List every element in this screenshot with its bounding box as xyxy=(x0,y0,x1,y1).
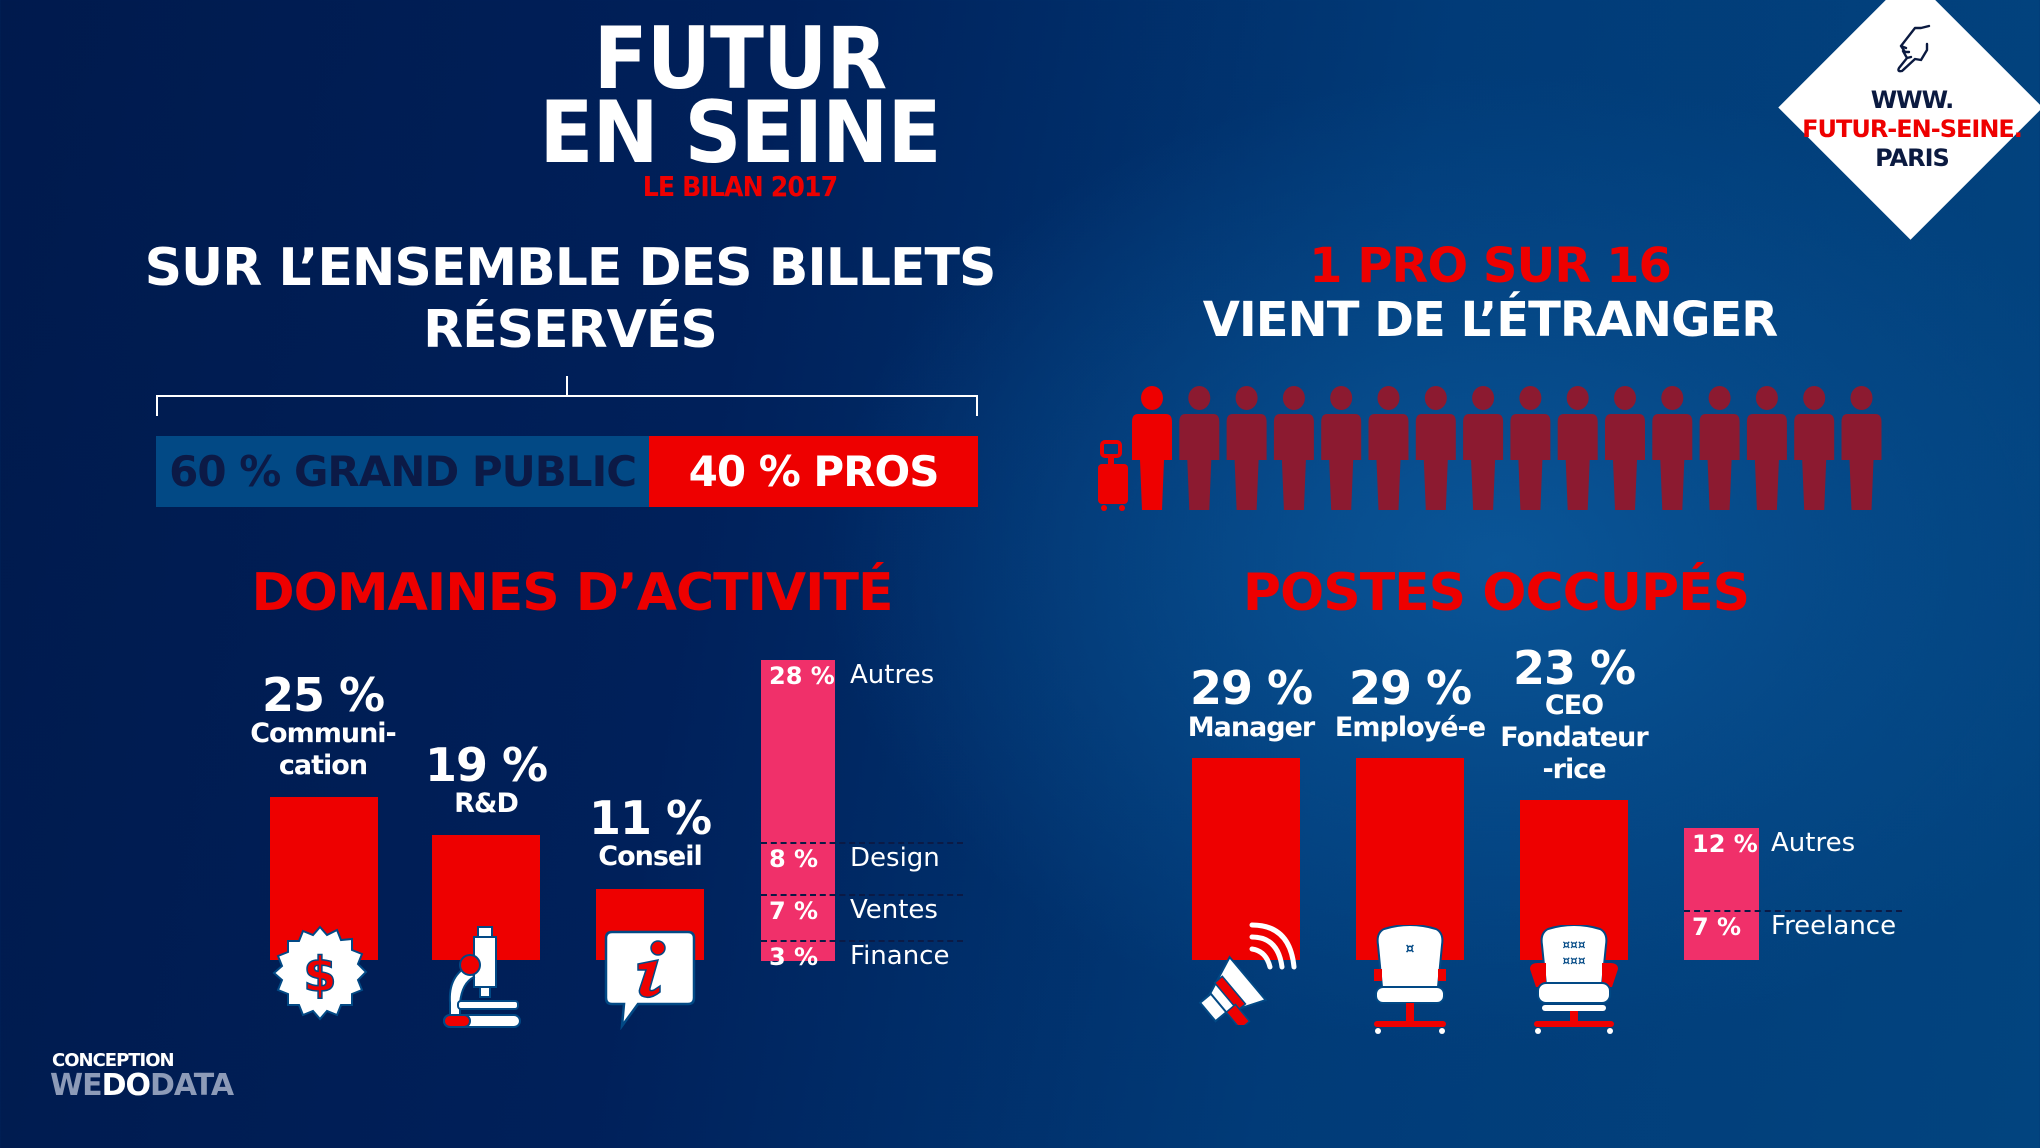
bar-label-line: Conseil xyxy=(598,841,702,872)
bar-label: R&D xyxy=(386,788,586,820)
dollar-badge-icon: $ xyxy=(272,925,368,1021)
suitcase-icon xyxy=(1098,440,1128,511)
stack-pct: 7 % xyxy=(769,897,819,925)
logo-part-data: DATA xyxy=(150,1068,234,1103)
url-line-1: WWW. xyxy=(1870,86,1955,114)
credits-label: CONCEPTION xyxy=(52,1050,175,1071)
stack-label: Ventes xyxy=(850,895,938,925)
stack-pct: 3 % xyxy=(769,943,819,971)
megaphone-icon xyxy=(1190,915,1300,1025)
stack-divider xyxy=(1684,910,1902,912)
stack-divider xyxy=(761,842,963,844)
bar-pct: 29 % xyxy=(1189,661,1313,715)
person-icon xyxy=(1273,386,1314,510)
person-icon xyxy=(1415,386,1456,510)
person-icon xyxy=(1557,386,1598,510)
bar-label-line: Communi- xyxy=(250,718,397,749)
info-bubble-icon xyxy=(604,930,696,1030)
person-icon xyxy=(1652,386,1693,510)
pointing-hand-icon xyxy=(1885,18,1941,74)
microscope-icon xyxy=(440,925,524,1029)
svg-text:¤: ¤ xyxy=(1406,941,1415,957)
foreign-heading-line-1: 1 PRO SUR 16 xyxy=(1309,238,1672,294)
stack-segment xyxy=(1684,828,1759,911)
bar-pct: 25 % xyxy=(261,668,385,722)
bar-pct: 11 % xyxy=(588,791,712,845)
stack-label: Autres xyxy=(1771,828,1856,858)
person-icon xyxy=(1321,386,1362,510)
bar-label-line: Employé-e xyxy=(1334,712,1486,743)
stack-label: Autres xyxy=(850,660,935,690)
stack-label: Design xyxy=(850,843,940,873)
bar-pct: 23 % xyxy=(1512,641,1636,695)
stack-segment xyxy=(761,843,835,895)
segment-pros: 40 % PROS xyxy=(649,436,978,507)
subtitle: LE BILAN 2017 xyxy=(642,170,838,203)
title-line-2: EN SEINE xyxy=(539,83,941,183)
stack-divider xyxy=(761,894,963,896)
person-icon xyxy=(1746,386,1787,510)
person-icon xyxy=(1841,386,1882,510)
domaines-heading: DOMAINES D’ACTIVITÉ xyxy=(251,563,893,623)
stack-pct: 7 % xyxy=(1692,913,1742,941)
bar-label: Conseil xyxy=(550,841,750,873)
bar-label: CEO Fondateur -rice xyxy=(1474,690,1674,786)
person-icon xyxy=(1794,386,1835,510)
stack-label: Finance xyxy=(850,941,950,971)
domaines-stacked-bar xyxy=(761,660,835,961)
billets-heading-line-2: RÉSERVÉS xyxy=(423,300,718,360)
website-link[interactable]: WWW. FUTUR-EN-SEINE. PARIS xyxy=(1762,86,2040,173)
stack-pct: 12 % xyxy=(1692,830,1758,858)
stack-segment xyxy=(1684,911,1759,960)
office-chair-icon: ¤ xyxy=(1370,925,1450,1035)
bar-label: Communi- cation xyxy=(223,718,423,782)
bar-label: Manager xyxy=(1151,712,1351,744)
stack-segment xyxy=(761,895,835,941)
postes-heading: POSTES OCCUPÉS xyxy=(1242,563,1750,623)
bar-manager xyxy=(1192,758,1300,960)
person-icon xyxy=(1699,386,1740,510)
person-icon-foreign xyxy=(1132,386,1172,510)
bar-label: Employé-e xyxy=(1310,712,1510,744)
postes-stacked-bar xyxy=(1684,828,1759,960)
bar-label-line: Manager xyxy=(1187,712,1315,743)
wedodata-logo: WEDODATA xyxy=(50,1068,234,1103)
bar-pct: 19 % xyxy=(424,738,548,792)
person-icon xyxy=(1179,386,1220,510)
stack-pct: 8 % xyxy=(769,845,819,873)
person-icon xyxy=(1463,386,1504,510)
foreign-heading-line-2: VIENT DE L’ÉTRANGER xyxy=(1202,292,1779,348)
person-icon xyxy=(1226,386,1267,510)
url-line-3: PARIS xyxy=(1875,144,1950,172)
stack-segment xyxy=(761,660,835,843)
bar-label-line: R&D xyxy=(454,788,519,819)
bar-label-line: cation xyxy=(278,750,368,781)
logo-part-we: WE xyxy=(50,1068,103,1103)
executive-chair-icon: ¤¤¤ ¤¤¤ xyxy=(1526,925,1622,1035)
stack-label: Freelance xyxy=(1771,911,1897,941)
bracket-divider xyxy=(156,376,978,418)
svg-text:¤¤¤: ¤¤¤ xyxy=(1563,938,1586,952)
person-icon xyxy=(1368,386,1409,510)
stack-divider xyxy=(761,940,963,942)
stack-segment xyxy=(761,941,835,961)
svg-text:¤¤¤: ¤¤¤ xyxy=(1563,954,1586,968)
bar-pct: 29 % xyxy=(1348,661,1472,715)
bar-label-line: -rice xyxy=(1542,754,1606,785)
bar-label-line: Fondateur xyxy=(1500,722,1648,753)
people-pictogram-row xyxy=(1098,386,1888,512)
billets-heading-line-1: SUR L’ENSEMBLE DES BILLETS xyxy=(144,238,997,298)
logo-part-do: DO xyxy=(101,1068,151,1103)
bar-label-line: CEO xyxy=(1544,690,1604,721)
svg-text:$: $ xyxy=(303,947,336,1003)
url-line-2: FUTUR-EN-SEINE. xyxy=(1802,115,2023,143)
billets-split-bar: 60 % GRAND PUBLIC 40 % PROS xyxy=(156,436,978,507)
segment-grand-public: 60 % GRAND PUBLIC xyxy=(156,436,650,507)
stack-pct: 28 % xyxy=(769,662,835,690)
title-line-1: FUTUR xyxy=(593,9,888,109)
person-icon xyxy=(1510,386,1551,510)
person-icon xyxy=(1605,386,1645,510)
